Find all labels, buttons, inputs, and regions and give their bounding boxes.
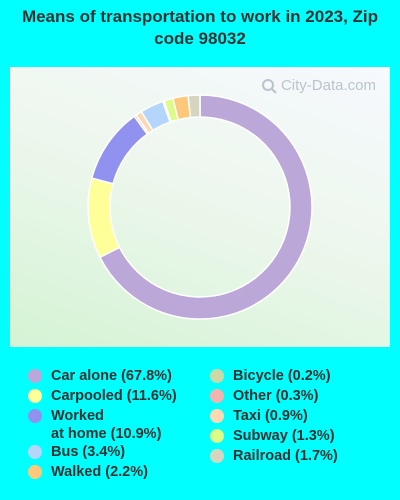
chart-title: Means of transportation to work in 2023,… xyxy=(21,7,379,48)
legend-item: Bicycle (0.2%) xyxy=(210,367,390,385)
slice-carpooled xyxy=(87,177,121,259)
legend-label: Railroad (1.7%) xyxy=(233,447,338,465)
slice-car-alone xyxy=(98,94,313,320)
legend-label: Carpooled (11.6%) xyxy=(51,387,177,405)
legend-label-line2: at home (10.9%) xyxy=(51,426,162,442)
legend-item: Taxi (0.9%) xyxy=(210,407,390,425)
slice-worked-at-home xyxy=(90,115,149,185)
chart-panel: City-Data.com xyxy=(10,67,390,347)
legend-label: Bicycle (0.2%) xyxy=(233,367,331,385)
legend-label-line1: Car alone (67.8%) xyxy=(51,368,172,384)
legend-item: Bus (3.4%) xyxy=(28,443,208,461)
legend-label-line1: Walked (2.2%) xyxy=(51,464,148,480)
legend-label: Bus (3.4%) xyxy=(51,443,125,461)
legend-label-line1: Worked xyxy=(51,408,104,424)
legend-label-line1: Bicycle (0.2%) xyxy=(233,368,331,384)
legend-swatch xyxy=(28,409,42,423)
legend-swatch xyxy=(28,369,42,383)
watermark-text: City-Data.com xyxy=(280,77,376,94)
legend-swatch xyxy=(210,369,224,383)
legend-label: Subway (1.3%) xyxy=(233,427,335,445)
legend-label: Worked at home (10.9%) xyxy=(51,407,161,443)
legend-swatch xyxy=(28,465,42,479)
legend-item: Car alone (67.8%) xyxy=(28,367,208,385)
legend-label: Taxi (0.9%) xyxy=(233,407,308,425)
legend-label: Other (0.3%) xyxy=(233,387,318,405)
legend-swatch xyxy=(28,445,42,459)
legend-item: Worked at home (10.9%) xyxy=(28,407,208,443)
donut-chart xyxy=(87,94,313,320)
legend-swatch xyxy=(210,389,224,403)
legend-label-line1: Railroad (1.7%) xyxy=(233,448,338,464)
legend-swatch xyxy=(210,429,224,443)
legend-swatch xyxy=(28,389,42,403)
legend-item: Subway (1.3%) xyxy=(210,427,390,445)
legend-item: Carpooled (11.6%) xyxy=(28,387,208,405)
legend-label-line1: Carpooled (11.6%) xyxy=(51,388,177,404)
legend-label-line1: Subway (1.3%) xyxy=(233,428,335,444)
slice-railroad xyxy=(187,94,201,119)
legend-item: Walked (2.2%) xyxy=(28,463,208,481)
legend-label-line1: Other (0.3%) xyxy=(233,388,319,404)
magnifier-icon xyxy=(261,78,277,94)
legend-item: Other (0.3%) xyxy=(210,387,390,405)
legend-item: Railroad (1.7%) xyxy=(210,447,390,465)
legend-label-line1: Taxi (0.9%) xyxy=(233,408,308,424)
legend-label-line1: Bus (3.4%) xyxy=(51,444,126,460)
watermark: City-Data.com xyxy=(261,77,376,94)
legend-swatch xyxy=(210,449,224,463)
legend-label: Walked (2.2%) xyxy=(51,463,148,481)
legend-label: Car alone (67.8%) xyxy=(51,367,172,385)
legend-swatch xyxy=(210,409,224,423)
